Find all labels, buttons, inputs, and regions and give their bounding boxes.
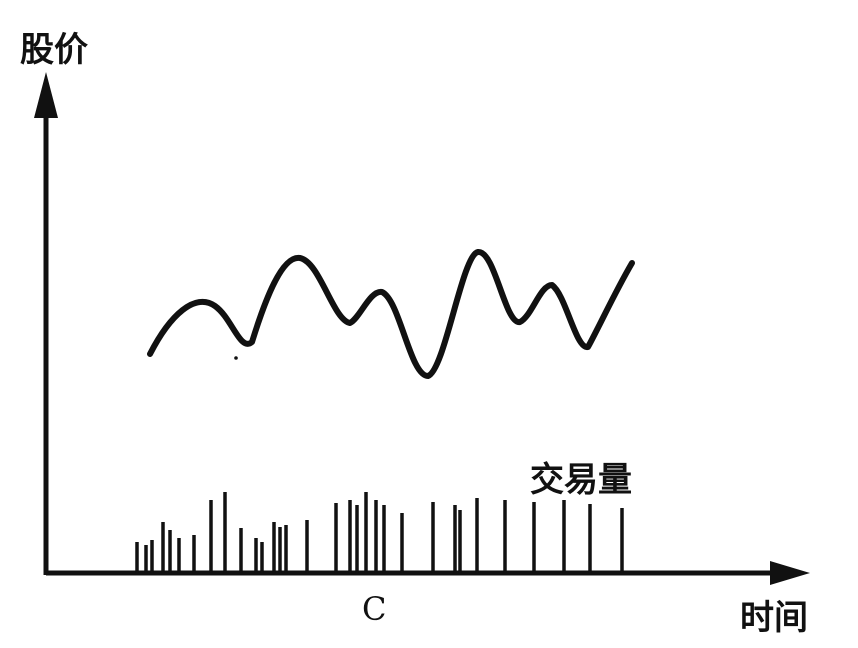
y-axis-label: 股价 bbox=[20, 30, 88, 70]
x-axis-arrow bbox=[770, 561, 810, 585]
point-c-label: C bbox=[362, 590, 387, 628]
price-curve bbox=[147, 249, 635, 379]
x-axis-label: 时间 bbox=[740, 598, 808, 638]
volume-bars bbox=[135, 492, 624, 573]
y-axis-arrow bbox=[34, 72, 58, 118]
volume-label: 交易量 bbox=[530, 460, 632, 500]
stray-dot bbox=[234, 356, 238, 360]
